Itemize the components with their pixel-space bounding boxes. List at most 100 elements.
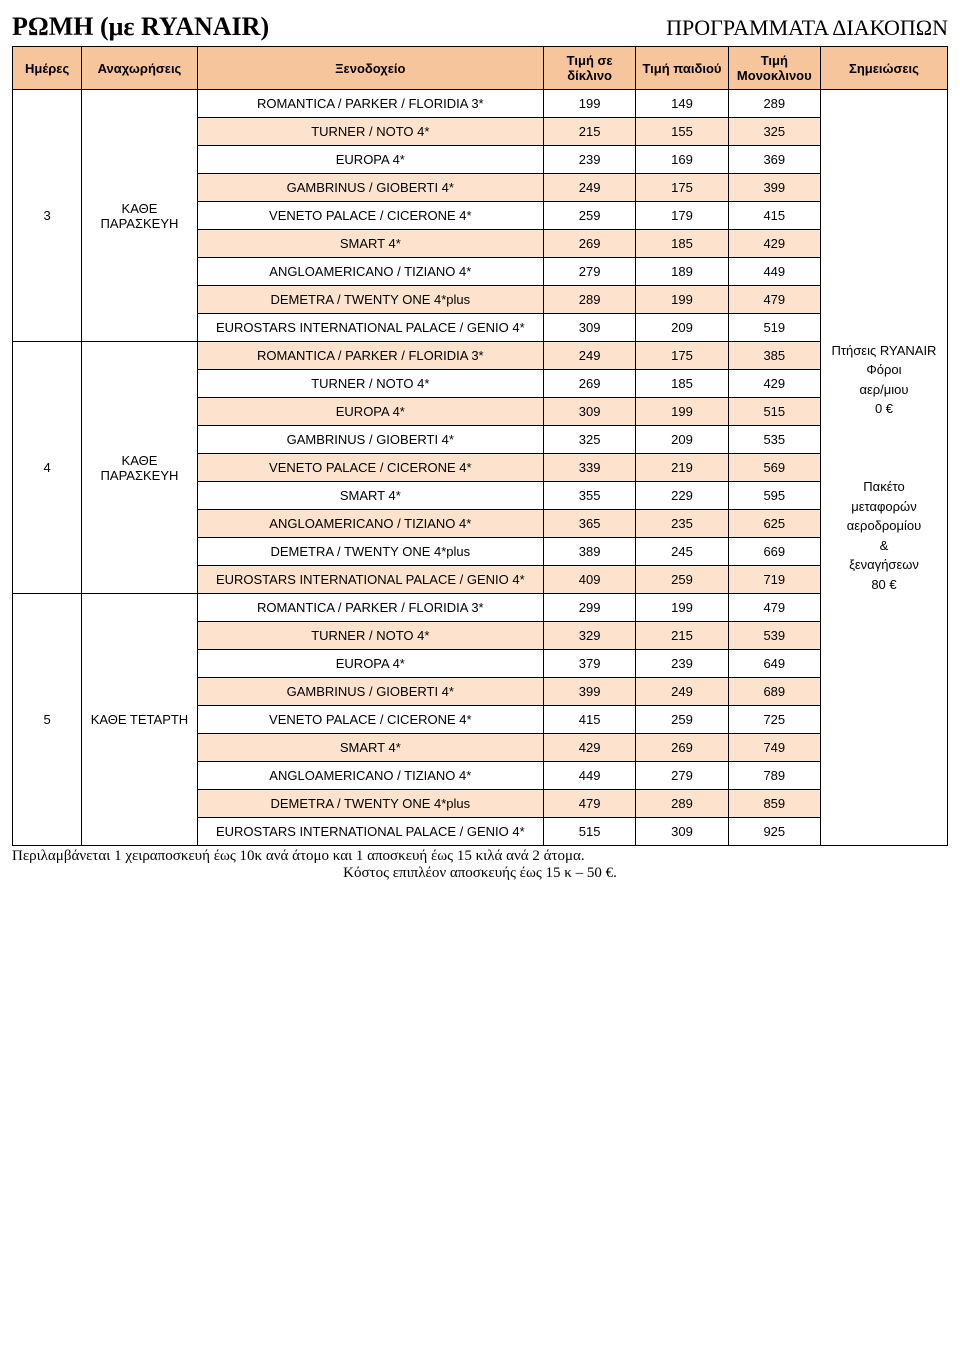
hotel-cell: ANGLOAMERICANO / TIZIANO 4* (197, 762, 543, 790)
hotel-cell: VENETO PALACE / CICERONE 4* (197, 706, 543, 734)
hotel-cell: EUROSTARS INTERNATIONAL PALACE / GENIO 4… (197, 818, 543, 846)
price-cell: 199 (636, 594, 728, 622)
price-cell: 329 (543, 622, 635, 650)
price-cell: 249 (636, 678, 728, 706)
notes-cell: Πτήσεις RYANAIRΦόροιαερ/μιου0 €Πακέτομετ… (820, 90, 947, 846)
days-cell: 3 (13, 90, 82, 342)
col-price-single: Τιμή Μονοκλινου (728, 47, 820, 90)
price-cell: 279 (543, 258, 635, 286)
price-cell: 309 (636, 818, 728, 846)
col-hotel: Ξενοδοχείο (197, 47, 543, 90)
departures-cell: ΚΑΘΕ ΤΕΤΑΡΤΗ (82, 594, 197, 846)
price-cell: 479 (543, 790, 635, 818)
price-cell: 155 (636, 118, 728, 146)
price-cell: 925 (728, 818, 820, 846)
price-cell: 519 (728, 314, 820, 342)
price-cell: 355 (543, 482, 635, 510)
price-cell: 279 (636, 762, 728, 790)
hotel-cell: ANGLOAMERICANO / TIZIANO 4* (197, 510, 543, 538)
price-cell: 409 (543, 566, 635, 594)
price-cell: 389 (543, 538, 635, 566)
price-cell: 539 (728, 622, 820, 650)
price-cell: 169 (636, 146, 728, 174)
price-cell: 325 (728, 118, 820, 146)
price-cell: 299 (543, 594, 635, 622)
price-cell: 449 (543, 762, 635, 790)
price-cell: 269 (636, 734, 728, 762)
hotel-cell: SMART 4* (197, 230, 543, 258)
col-days: Ημέρες (13, 47, 82, 90)
hotel-cell: TURNER / NOTO 4* (197, 370, 543, 398)
header-row: ΡΩΜΗ (με RYANAIR) ΠΡΟΓΡΑΜΜΑΤΑ ΔΙΑΚΟΠΩΝ (12, 12, 948, 42)
price-cell: 185 (636, 370, 728, 398)
hotel-cell: VENETO PALACE / CICERONE 4* (197, 454, 543, 482)
price-cell: 649 (728, 650, 820, 678)
hotel-cell: TURNER / NOTO 4* (197, 118, 543, 146)
departures-cell: ΚΑΘΕ ΠΑΡΑΣΚΕΥΗ (82, 342, 197, 594)
hotel-cell: ROMANTICA / PARKER / FLORIDIA 3* (197, 594, 543, 622)
price-cell: 595 (728, 482, 820, 510)
price-cell: 859 (728, 790, 820, 818)
hotel-cell: TURNER / NOTO 4* (197, 622, 543, 650)
hotel-cell: ROMANTICA / PARKER / FLORIDIA 3* (197, 342, 543, 370)
hotel-cell: GAMBRINUS / GIOBERTI 4* (197, 678, 543, 706)
price-cell: 175 (636, 174, 728, 202)
price-cell: 259 (636, 706, 728, 734)
table-row: 5ΚΑΘΕ ΤΕΤΑΡΤΗROMANTICA / PARKER / FLORID… (13, 594, 948, 622)
price-cell: 269 (543, 370, 635, 398)
departures-cell: ΚΑΘΕ ΠΑΡΑΣΚΕΥΗ (82, 90, 197, 342)
price-cell: 269 (543, 230, 635, 258)
price-cell: 385 (728, 342, 820, 370)
price-cell: 289 (543, 286, 635, 314)
table-header-row: Ημέρες Αναχωρήσεις Ξενοδοχείο Τιμή σε δί… (13, 47, 948, 90)
price-cell: 199 (543, 90, 635, 118)
footer-line-1: Περιλαμβάνεται 1 χειραποσκευή έως 10κ αν… (12, 848, 948, 865)
hotel-cell: EUROPA 4* (197, 650, 543, 678)
price-cell: 235 (636, 510, 728, 538)
title-right: ΠΡΟΓΡΑΜΜΑΤΑ ΔΙΑΚΟΠΩΝ (666, 15, 948, 41)
days-cell: 4 (13, 342, 82, 594)
price-cell: 149 (636, 90, 728, 118)
price-cell: 365 (543, 510, 635, 538)
price-cell: 429 (543, 734, 635, 762)
price-cell: 259 (636, 566, 728, 594)
price-cell: 719 (728, 566, 820, 594)
col-departures: Αναχωρήσεις (82, 47, 197, 90)
hotel-cell: ROMANTICA / PARKER / FLORIDIA 3* (197, 90, 543, 118)
price-cell: 399 (543, 678, 635, 706)
price-cell: 479 (728, 594, 820, 622)
price-cell: 415 (728, 202, 820, 230)
price-cell: 189 (636, 258, 728, 286)
hotel-cell: EUROSTARS INTERNATIONAL PALACE / GENIO 4… (197, 314, 543, 342)
hotel-cell: EUROPA 4* (197, 146, 543, 174)
price-cell: 259 (543, 202, 635, 230)
price-cell: 215 (636, 622, 728, 650)
price-cell: 249 (543, 342, 635, 370)
price-cell: 625 (728, 510, 820, 538)
price-cell: 749 (728, 734, 820, 762)
price-cell: 689 (728, 678, 820, 706)
price-cell: 339 (543, 454, 635, 482)
price-cell: 249 (543, 174, 635, 202)
price-cell: 219 (636, 454, 728, 482)
price-cell: 399 (728, 174, 820, 202)
title-left: ΡΩΜΗ (με RYANAIR) (12, 12, 269, 42)
col-notes: Σημειώσεις (820, 47, 947, 90)
price-cell: 239 (636, 650, 728, 678)
hotel-cell: GAMBRINUS / GIOBERTI 4* (197, 426, 543, 454)
table-row: 4ΚΑΘΕ ΠΑΡΑΣΚΕΥΗROMANTICA / PARKER / FLOR… (13, 342, 948, 370)
hotel-cell: EUROSTARS INTERNATIONAL PALACE / GENIO 4… (197, 566, 543, 594)
price-cell: 515 (728, 398, 820, 426)
price-cell: 369 (728, 146, 820, 174)
price-cell: 415 (543, 706, 635, 734)
price-table: Ημέρες Αναχωρήσεις Ξενοδοχείο Τιμή σε δί… (12, 46, 948, 846)
price-cell: 515 (543, 818, 635, 846)
price-cell: 239 (543, 146, 635, 174)
price-cell: 175 (636, 342, 728, 370)
price-cell: 325 (543, 426, 635, 454)
price-cell: 209 (636, 314, 728, 342)
col-price-dikline: Τιμή σε δίκλινο (543, 47, 635, 90)
price-cell: 245 (636, 538, 728, 566)
price-cell: 209 (636, 426, 728, 454)
hotel-cell: DEMETRA / TWENTY ONE 4*plus (197, 286, 543, 314)
